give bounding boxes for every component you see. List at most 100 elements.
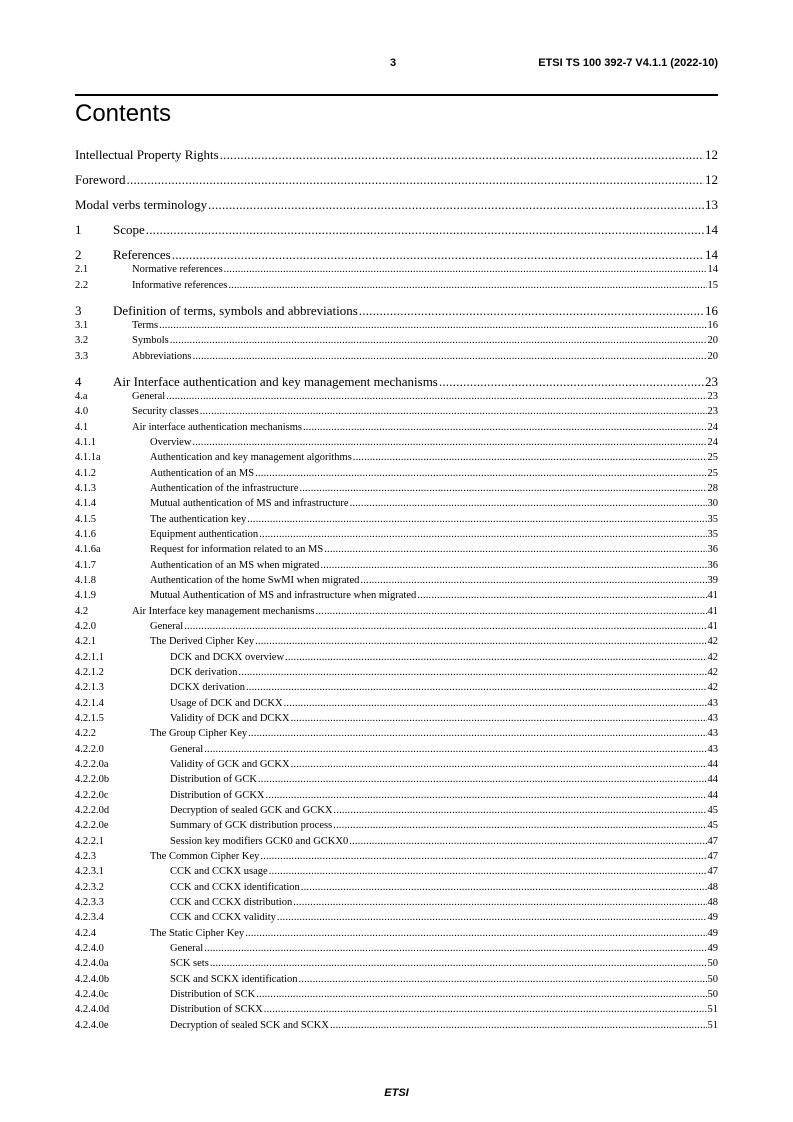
toc-entry[interactable]: 4.2.1.1 DCK and DCKX overview 42 <box>75 650 718 665</box>
toc-entry-page[interactable]: 35 <box>707 513 719 525</box>
toc-entry[interactable]: 4.2.2.0a Validity of GCK and GCKX 44 <box>75 757 718 772</box>
toc-entry-page[interactable]: 12 <box>705 147 718 162</box>
toc-entry[interactable]: 3.1 Terms 16 <box>75 318 718 333</box>
toc-entry-page[interactable]: 44 <box>707 789 719 801</box>
toc-entry-title[interactable]: Validity of DCK and DCKX <box>170 712 290 724</box>
toc-entry-title[interactable]: Distribution of SCKX <box>170 1004 263 1016</box>
toc-entry[interactable]: 4.2.4.0c Distribution of SCK 50 <box>75 987 718 1002</box>
toc-entry-title[interactable]: The authentication key <box>150 513 247 525</box>
toc-entry-title[interactable]: General <box>150 620 184 632</box>
toc-entry-page[interactable]: 48 <box>707 896 719 908</box>
toc-entry-page[interactable]: 43 <box>707 712 719 724</box>
toc-entry-title[interactable]: Mutual authentication of MS and infrastr… <box>150 498 349 510</box>
toc-entry-title[interactable]: Distribution of GCKX <box>170 789 265 801</box>
toc-entry[interactable]: 4.1.1a Authentication and key management … <box>75 450 718 465</box>
toc-entry-title[interactable]: SCK sets <box>170 958 209 970</box>
toc-entry-page[interactable]: 14 <box>705 222 718 238</box>
toc-entry[interactable]: 4.1.2 Authentication of an MS 25 <box>75 466 718 481</box>
toc-entry-page[interactable]: 50 <box>707 988 719 1000</box>
toc-entry-title[interactable]: References <box>113 247 171 263</box>
toc-entry-title[interactable]: General <box>132 391 166 403</box>
toc-entry-title[interactable]: Authentication of the infrastructure <box>150 483 299 495</box>
toc-entry-title[interactable]: Scope <box>113 222 145 238</box>
toc-entry-page[interactable]: 20 <box>707 350 719 362</box>
toc-entry-page[interactable]: 24 <box>707 437 719 449</box>
toc-entry-title[interactable]: Distribution of GCK <box>170 774 257 786</box>
toc-entry-page[interactable]: 47 <box>707 835 719 847</box>
toc-entry-title[interactable]: Definition of terms, symbols and abbrevi… <box>113 302 358 318</box>
toc-entry-page[interactable]: 23 <box>707 406 719 418</box>
toc-entry-title[interactable]: CCK and CCKX identification <box>170 881 300 893</box>
toc-entry[interactable]: Modal verbs terminology 13 <box>75 197 718 212</box>
toc-entry[interactable]: 4.2.2.0 General 43 <box>75 742 718 757</box>
toc-entry[interactable]: 3.2 Symbols 20 <box>75 333 718 348</box>
toc-entry[interactable]: 4.2.1.2 DCK derivation 42 <box>75 665 718 680</box>
toc-entry-title[interactable]: Terms <box>132 320 159 332</box>
toc-entry-title[interactable]: Decryption of sealed SCK and SCKX <box>170 1019 329 1031</box>
toc-entry[interactable]: 4.2.3.1 CCK and CCKX usage 47 <box>75 864 718 879</box>
toc-entry-title[interactable]: Usage of DCK and DCKX <box>170 697 283 709</box>
toc-entry[interactable]: 4.2.1.4 Usage of DCK and DCKX 43 <box>75 696 718 711</box>
toc-entry[interactable]: 4.2.2.0d Decryption of sealed GCK and GCK… <box>75 803 718 818</box>
toc-entry-page[interactable]: 36 <box>707 559 719 571</box>
toc-entry-page[interactable]: 23 <box>705 373 718 389</box>
toc-entry[interactable]: 4.a General 23 <box>75 389 718 404</box>
toc-entry[interactable]: 4.1.8 Authentication of the home SwMI whe… <box>75 573 718 588</box>
toc-entry-title[interactable]: DCKX derivation <box>170 682 245 694</box>
toc-entry[interactable]: 4.2.1.3 DCKX derivation 42 <box>75 680 718 695</box>
toc-entry-page[interactable]: 49 <box>707 927 719 939</box>
toc-entry-page[interactable]: 41 <box>707 590 719 602</box>
toc-entry-page[interactable]: 50 <box>707 973 719 985</box>
toc-entry-title[interactable]: Authentication of an MS <box>150 467 255 479</box>
toc-entry-title[interactable]: The Static Cipher Key <box>150 927 245 939</box>
toc-entry-page[interactable]: 42 <box>707 682 719 694</box>
toc-entry-page[interactable]: 43 <box>707 728 719 740</box>
toc-entry-page[interactable]: 43 <box>707 697 719 709</box>
toc-entry-page[interactable]: 39 <box>707 575 719 586</box>
toc-entry-page[interactable]: 15 <box>707 279 719 291</box>
toc-entry-page[interactable]: 24 <box>707 421 719 433</box>
toc-entry-title[interactable]: CCK and CCKX usage <box>170 866 268 878</box>
toc-entry-title[interactable]: DCK and DCKX overview <box>170 651 285 663</box>
toc-entry-title[interactable]: Symbols <box>132 335 169 347</box>
toc-entry-title[interactable]: Informative references <box>132 279 228 291</box>
toc-entry[interactable]: 4.1.7 Authentication of an MS when migrat… <box>75 558 718 573</box>
toc-entry-title[interactable]: The Common Cipher Key <box>150 850 260 862</box>
toc-entry-page[interactable]: 47 <box>707 850 719 862</box>
toc-entry-page[interactable]: 51 <box>707 1004 719 1016</box>
toc-entry[interactable]: 4.1.6 Equipment authentication 35 <box>75 527 718 542</box>
toc-entry-title[interactable]: CCK and CCKX validity <box>170 912 276 924</box>
toc-entry-title[interactable]: Authentication and key management algori… <box>150 452 352 464</box>
toc-entry[interactable]: 4.1.1 Overview 24 <box>75 435 718 450</box>
toc-entry-page[interactable]: 50 <box>707 958 719 970</box>
toc-entry-title[interactable]: Equipment authentication <box>150 529 259 541</box>
toc-entry[interactable]: 4.1 Air interface authentication mechanis… <box>75 420 718 435</box>
toc-entry-page[interactable]: 14 <box>707 264 719 276</box>
toc-entry[interactable]: Foreword 12 <box>75 172 718 187</box>
toc-entry-page[interactable]: 41 <box>707 605 719 617</box>
toc-entry-page[interactable]: 44 <box>707 758 719 770</box>
toc-entry[interactable]: Intellectual Property Rights 12 <box>75 147 718 162</box>
toc-entry-title[interactable]: Foreword <box>75 172 126 188</box>
toc-entry-title[interactable]: General <box>170 743 204 755</box>
toc-entry-page[interactable]: 42 <box>707 666 719 678</box>
toc-entry-page[interactable]: 13 <box>705 197 718 213</box>
toc-entry-title[interactable]: The Group Cipher Key <box>150 728 248 740</box>
toc-entry-page[interactable]: 16 <box>705 302 718 318</box>
toc-entry[interactable]: 4.2.1 The Derived Cipher Key 42 <box>75 634 718 649</box>
toc-entry-page[interactable]: 35 <box>707 529 719 541</box>
toc-entry-page[interactable]: 23 <box>707 391 719 403</box>
toc-entry-title[interactable]: Mutual Authentication of MS and infrastr… <box>150 590 417 602</box>
toc-entry[interactable]: 4.1.4 Mutual authentication of MS and inf… <box>75 496 718 511</box>
toc-entry-page[interactable]: 43 <box>707 743 719 755</box>
toc-entry-title[interactable]: Modal verbs terminology <box>75 197 208 213</box>
toc-entry-page[interactable]: 44 <box>707 774 719 786</box>
toc-entry-title[interactable]: Distribution of SCK <box>170 988 256 1000</box>
toc-entry[interactable]: 4.2.3.3 CCK and CCKX distribution 48 <box>75 895 718 910</box>
toc-entry-title[interactable]: DCK derivation <box>170 666 238 678</box>
toc-entry-page[interactable]: 25 <box>707 467 719 479</box>
toc-entry-title[interactable]: Summary of GCK distribution process <box>170 820 333 832</box>
toc-entry[interactable]: 2.1 Normative references 14 <box>75 262 718 277</box>
toc-entry[interactable]: 4.2.0 General 41 <box>75 619 718 634</box>
toc-entry-title[interactable]: Decryption of sealed GCK and GCKX <box>170 804 333 816</box>
